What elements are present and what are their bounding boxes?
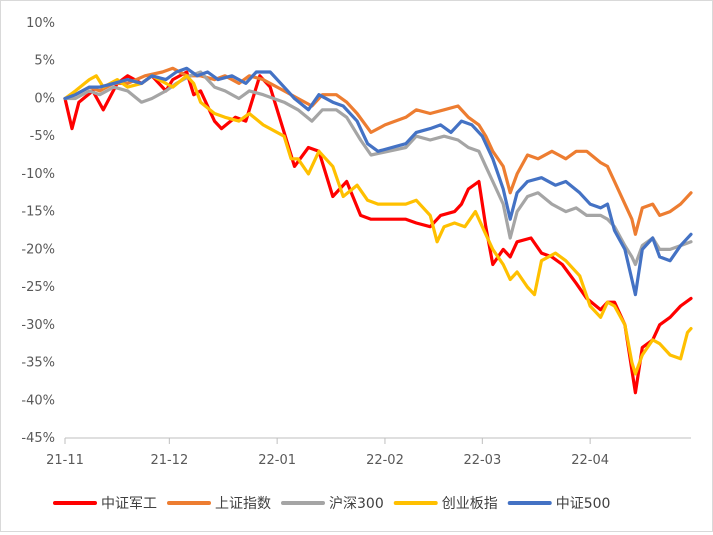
y-tick-label: -35% — [21, 356, 55, 371]
y-tick-label: -40% — [21, 393, 55, 408]
x-tick-label: 22-02 — [366, 453, 404, 468]
y-axis: 10% 5% 0% -5% -10% -15% -20% -25% -30% -35% -40% -4… — [21, 16, 55, 446]
x-tick-label: 22-03 — [463, 453, 501, 468]
x-tick-label: 22-04 — [571, 453, 609, 468]
legend-label: 上证指数 — [215, 496, 271, 512]
legend-label: 沪深300 — [329, 496, 384, 512]
y-tick-label: -45% — [21, 431, 55, 446]
x-axis: 21-11 21-12 22-01 22-02 22-03 22-04 — [46, 437, 691, 468]
y-tick-label: -30% — [21, 318, 55, 333]
series-line — [63, 74, 693, 376]
y-tick-label: -10% — [21, 167, 55, 182]
series-line — [63, 66, 693, 297]
legend-label: 创业板指 — [442, 496, 498, 512]
series-layer — [63, 66, 693, 395]
y-tick-label: 10% — [26, 16, 55, 31]
y-tick-label: -5% — [30, 129, 55, 144]
x-tick-label: 21-11 — [46, 453, 84, 468]
x-tick-label: 22-01 — [258, 453, 296, 468]
series-line — [63, 70, 693, 267]
y-tick-label: 0% — [34, 91, 55, 106]
y-tick-label: -25% — [21, 280, 55, 295]
series-line — [63, 70, 693, 395]
legend: 中证军工 上证指数 沪深300 创业板指 中证500 — [53, 496, 611, 512]
y-tick-label: -20% — [21, 242, 55, 257]
x-tick-label: 21-12 — [150, 453, 188, 468]
y-tick-label: -15% — [21, 205, 55, 220]
legend-label: 中证军工 — [101, 496, 157, 512]
y-tick-label: 5% — [34, 54, 55, 69]
legend-label: 中证500 — [556, 496, 611, 512]
